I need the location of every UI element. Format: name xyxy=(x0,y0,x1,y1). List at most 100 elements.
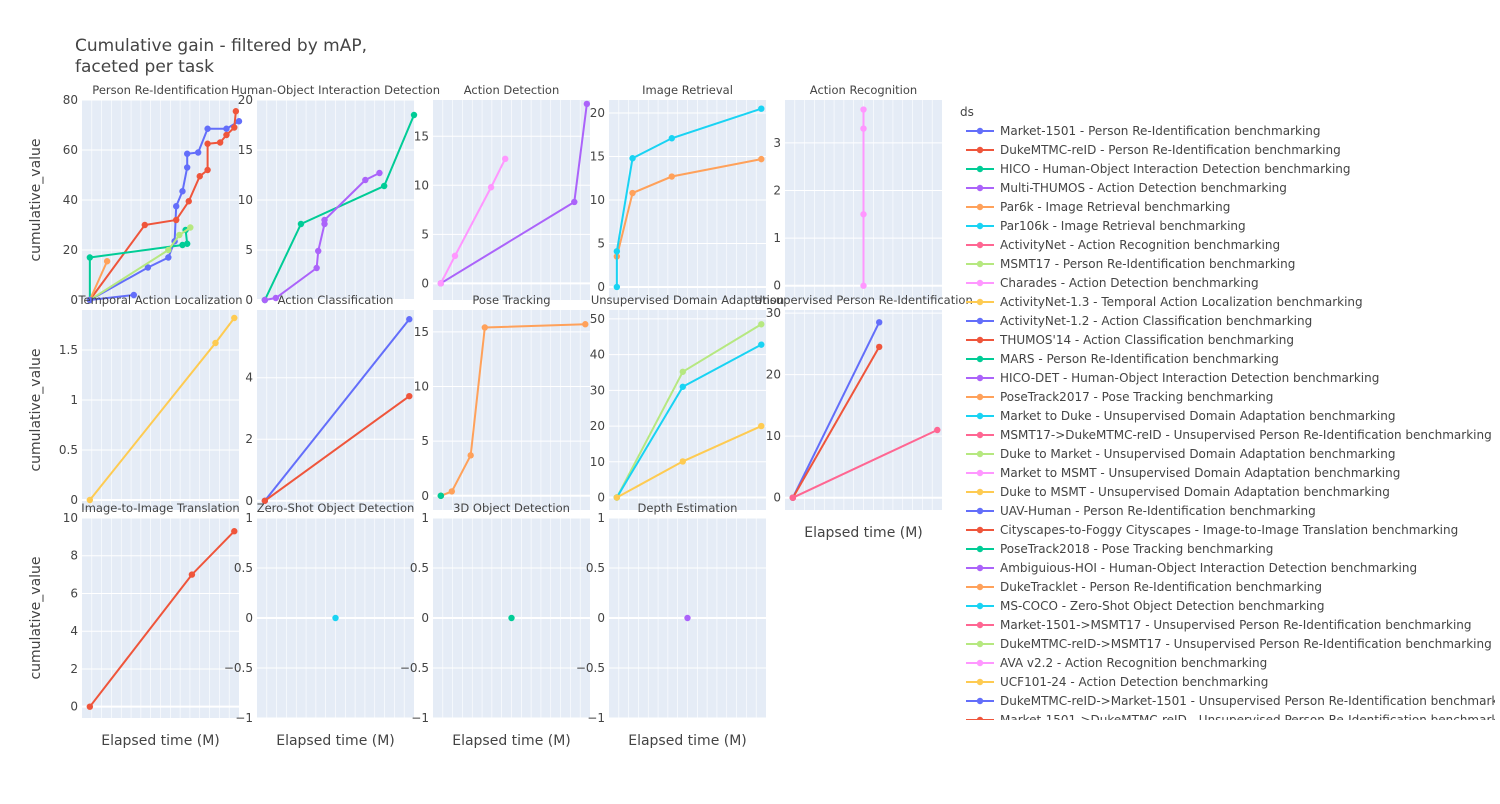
data-point xyxy=(376,169,383,177)
data-point xyxy=(679,383,686,390)
panel-title: Depth Estimation xyxy=(638,501,738,515)
data-point xyxy=(261,296,269,304)
legend-item[interactable]: MSMT17->DukeMTMC-reID - Unsupervised Per… xyxy=(966,428,1492,442)
legend-item[interactable]: Market-1501->MSMT17 - Unsupervised Perso… xyxy=(966,618,1472,632)
data-point xyxy=(860,211,867,218)
data-point xyxy=(876,343,883,351)
legend-swatch-marker xyxy=(976,716,984,720)
series-line xyxy=(615,158,762,257)
legend-swatch-marker xyxy=(976,526,984,534)
legend-label: DukeMTMC-reID - Person Re-Identification… xyxy=(1000,143,1341,157)
legend-swatch-marker xyxy=(976,678,984,686)
data-point xyxy=(103,258,111,265)
legend-item[interactable]: MARS - Person Re-Identification benchmar… xyxy=(966,352,1279,366)
legend-item[interactable]: Market to MSMT - Unsupervised Domain Ada… xyxy=(966,466,1400,480)
data-point xyxy=(86,296,94,304)
legend-label: Cityscapes-to-Foggy Cityscapes - Image-t… xyxy=(1000,523,1458,537)
data-point xyxy=(481,324,489,331)
legend-item[interactable]: DukeMTMC-reID->MSMT17 - Unsupervised Per… xyxy=(966,637,1492,651)
legend-label: HICO - Human-Object Interaction Detectio… xyxy=(1000,162,1351,176)
legend-item[interactable]: ActivityNet-1.3 - Temporal Action Locali… xyxy=(966,295,1363,309)
legend-label: ActivityNet-1.2 - Action Classification … xyxy=(1000,314,1312,328)
y-tick-label: 80 xyxy=(63,93,78,107)
y-tick-label: 0 xyxy=(245,494,253,508)
legend-swatch-marker xyxy=(976,545,984,553)
data-point xyxy=(231,314,238,322)
y-tick-label: −0.5 xyxy=(224,661,253,675)
legend-item[interactable]: Market-1501 - Person Re-Identification b… xyxy=(966,124,1321,138)
legend-item[interactable]: HICO-DET - Human-Object Interaction Dete… xyxy=(966,371,1379,385)
legend-swatch-marker xyxy=(976,222,984,230)
legend-item[interactable]: Duke to Market - Unsupervised Domain Ada… xyxy=(966,447,1395,461)
legend-item[interactable]: UAV-Human - Person Re-Identification ben… xyxy=(966,504,1316,518)
x-axis-title: Elapsed time (M) xyxy=(101,733,220,749)
panel-title: Action Detection xyxy=(464,83,560,97)
legend-item[interactable]: PoseTrack2017 - Pose Tracking benchmarki… xyxy=(966,390,1273,404)
legend-item[interactable]: HICO - Human-Object Interaction Detectio… xyxy=(966,162,1351,176)
legend-item[interactable]: Market-1501->DukeMTMC-reID - Unsupervise… xyxy=(966,713,1500,727)
y-axis-title: cumulative_value xyxy=(28,138,44,261)
y-tick-label: −1 xyxy=(411,711,429,725)
legend-label: Market-1501->DukeMTMC-reID - Unsupervise… xyxy=(1000,713,1500,727)
data-point xyxy=(362,176,369,184)
legend-swatch-marker xyxy=(976,298,984,306)
data-point xyxy=(860,106,867,113)
y-tick-label: 10 xyxy=(414,380,429,394)
data-point xyxy=(758,422,765,430)
series-line xyxy=(264,172,380,301)
legend-item[interactable]: DukeMTMC-reID->Market-1501 - Unsupervise… xyxy=(966,694,1500,708)
legend-item[interactable]: PoseTrack2018 - Pose Tracking benchmarki… xyxy=(966,542,1273,556)
data-point xyxy=(684,614,691,622)
y-tick-label: 1 xyxy=(773,231,781,245)
y-tick-label: 10 xyxy=(590,193,605,207)
legend-item[interactable]: MSMT17 - Person Re-Identification benchm… xyxy=(966,257,1295,271)
data-point xyxy=(448,488,456,495)
legend-item[interactable]: MS-COCO - Zero-Shot Object Detection ben… xyxy=(966,599,1324,613)
y-tick-label: −1 xyxy=(587,711,605,725)
legend-item[interactable]: UCF101-24 - Action Detection benchmarkin… xyxy=(966,675,1268,689)
data-point xyxy=(86,254,94,261)
legend-swatch-marker xyxy=(976,697,984,705)
legend-label: MS-COCO - Zero-Shot Object Detection ben… xyxy=(1000,599,1324,613)
data-point xyxy=(613,494,621,501)
y-tick-label: 0 xyxy=(421,276,429,290)
data-point xyxy=(467,452,474,459)
legend-item[interactable]: AVA v2.2 - Action Recognition benchmarki… xyxy=(966,656,1267,670)
legend-item[interactable]: Market to Duke - Unsupervised Domain Ada… xyxy=(966,409,1395,423)
legend-title: ds xyxy=(960,105,974,119)
y-tick-label: 30 xyxy=(766,306,781,320)
data-point xyxy=(86,496,94,504)
legend-swatch-marker xyxy=(976,431,984,439)
data-point xyxy=(196,173,203,180)
legend-item[interactable]: ActivityNet-1.2 - Action Classification … xyxy=(966,314,1312,328)
data-point xyxy=(758,341,765,348)
legend-item[interactable]: Cityscapes-to-Foggy Cityscapes - Image-t… xyxy=(966,523,1458,537)
legend-item[interactable]: Par6k - Image Retrieval benchmarking xyxy=(966,200,1230,214)
legend-item[interactable]: DukeMTMC-reID - Person Re-Identification… xyxy=(966,143,1341,157)
legend-item[interactable]: Ambiguious-HOI - Human-Object Interactio… xyxy=(966,561,1417,575)
y-tick-label: 5 xyxy=(421,227,429,241)
y-tick-label: 60 xyxy=(63,143,78,157)
legend-item[interactable]: ActivityNet - Action Recognition benchma… xyxy=(966,238,1280,252)
legend-item[interactable]: Par106k - Image Retrieval benchmarking xyxy=(966,219,1246,233)
legend-label: UCF101-24 - Action Detection benchmarkin… xyxy=(1000,675,1268,689)
legend-label: Duke to Market - Unsupervised Domain Ada… xyxy=(1000,447,1395,461)
legend-item[interactable]: THUMOS'14 - Action Classification benchm… xyxy=(966,333,1294,347)
legend-item[interactable]: Charades - Action Detection benchmarking xyxy=(966,276,1259,290)
data-point xyxy=(668,173,675,180)
legend-item[interactable]: DukeTracklet - Person Re-Identification … xyxy=(966,580,1322,594)
data-point xyxy=(321,216,328,224)
data-point xyxy=(406,316,413,323)
legend-swatch-marker xyxy=(976,317,984,325)
data-point xyxy=(235,118,243,125)
legend-item[interactable]: Duke to MSMT - Unsupervised Domain Adapt… xyxy=(966,485,1390,499)
legend-swatch-marker xyxy=(976,393,984,401)
data-point xyxy=(758,321,765,328)
legend-swatch-marker xyxy=(976,184,984,192)
legend-item[interactable]: Multi-THUMOS - Action Detection benchmar… xyxy=(966,181,1287,195)
legend[interactable]: ds Market-1501 - Person Re-Identification… xyxy=(960,105,1500,727)
data-point xyxy=(502,155,509,163)
x-axis-title: Elapsed time (M) xyxy=(628,733,747,749)
